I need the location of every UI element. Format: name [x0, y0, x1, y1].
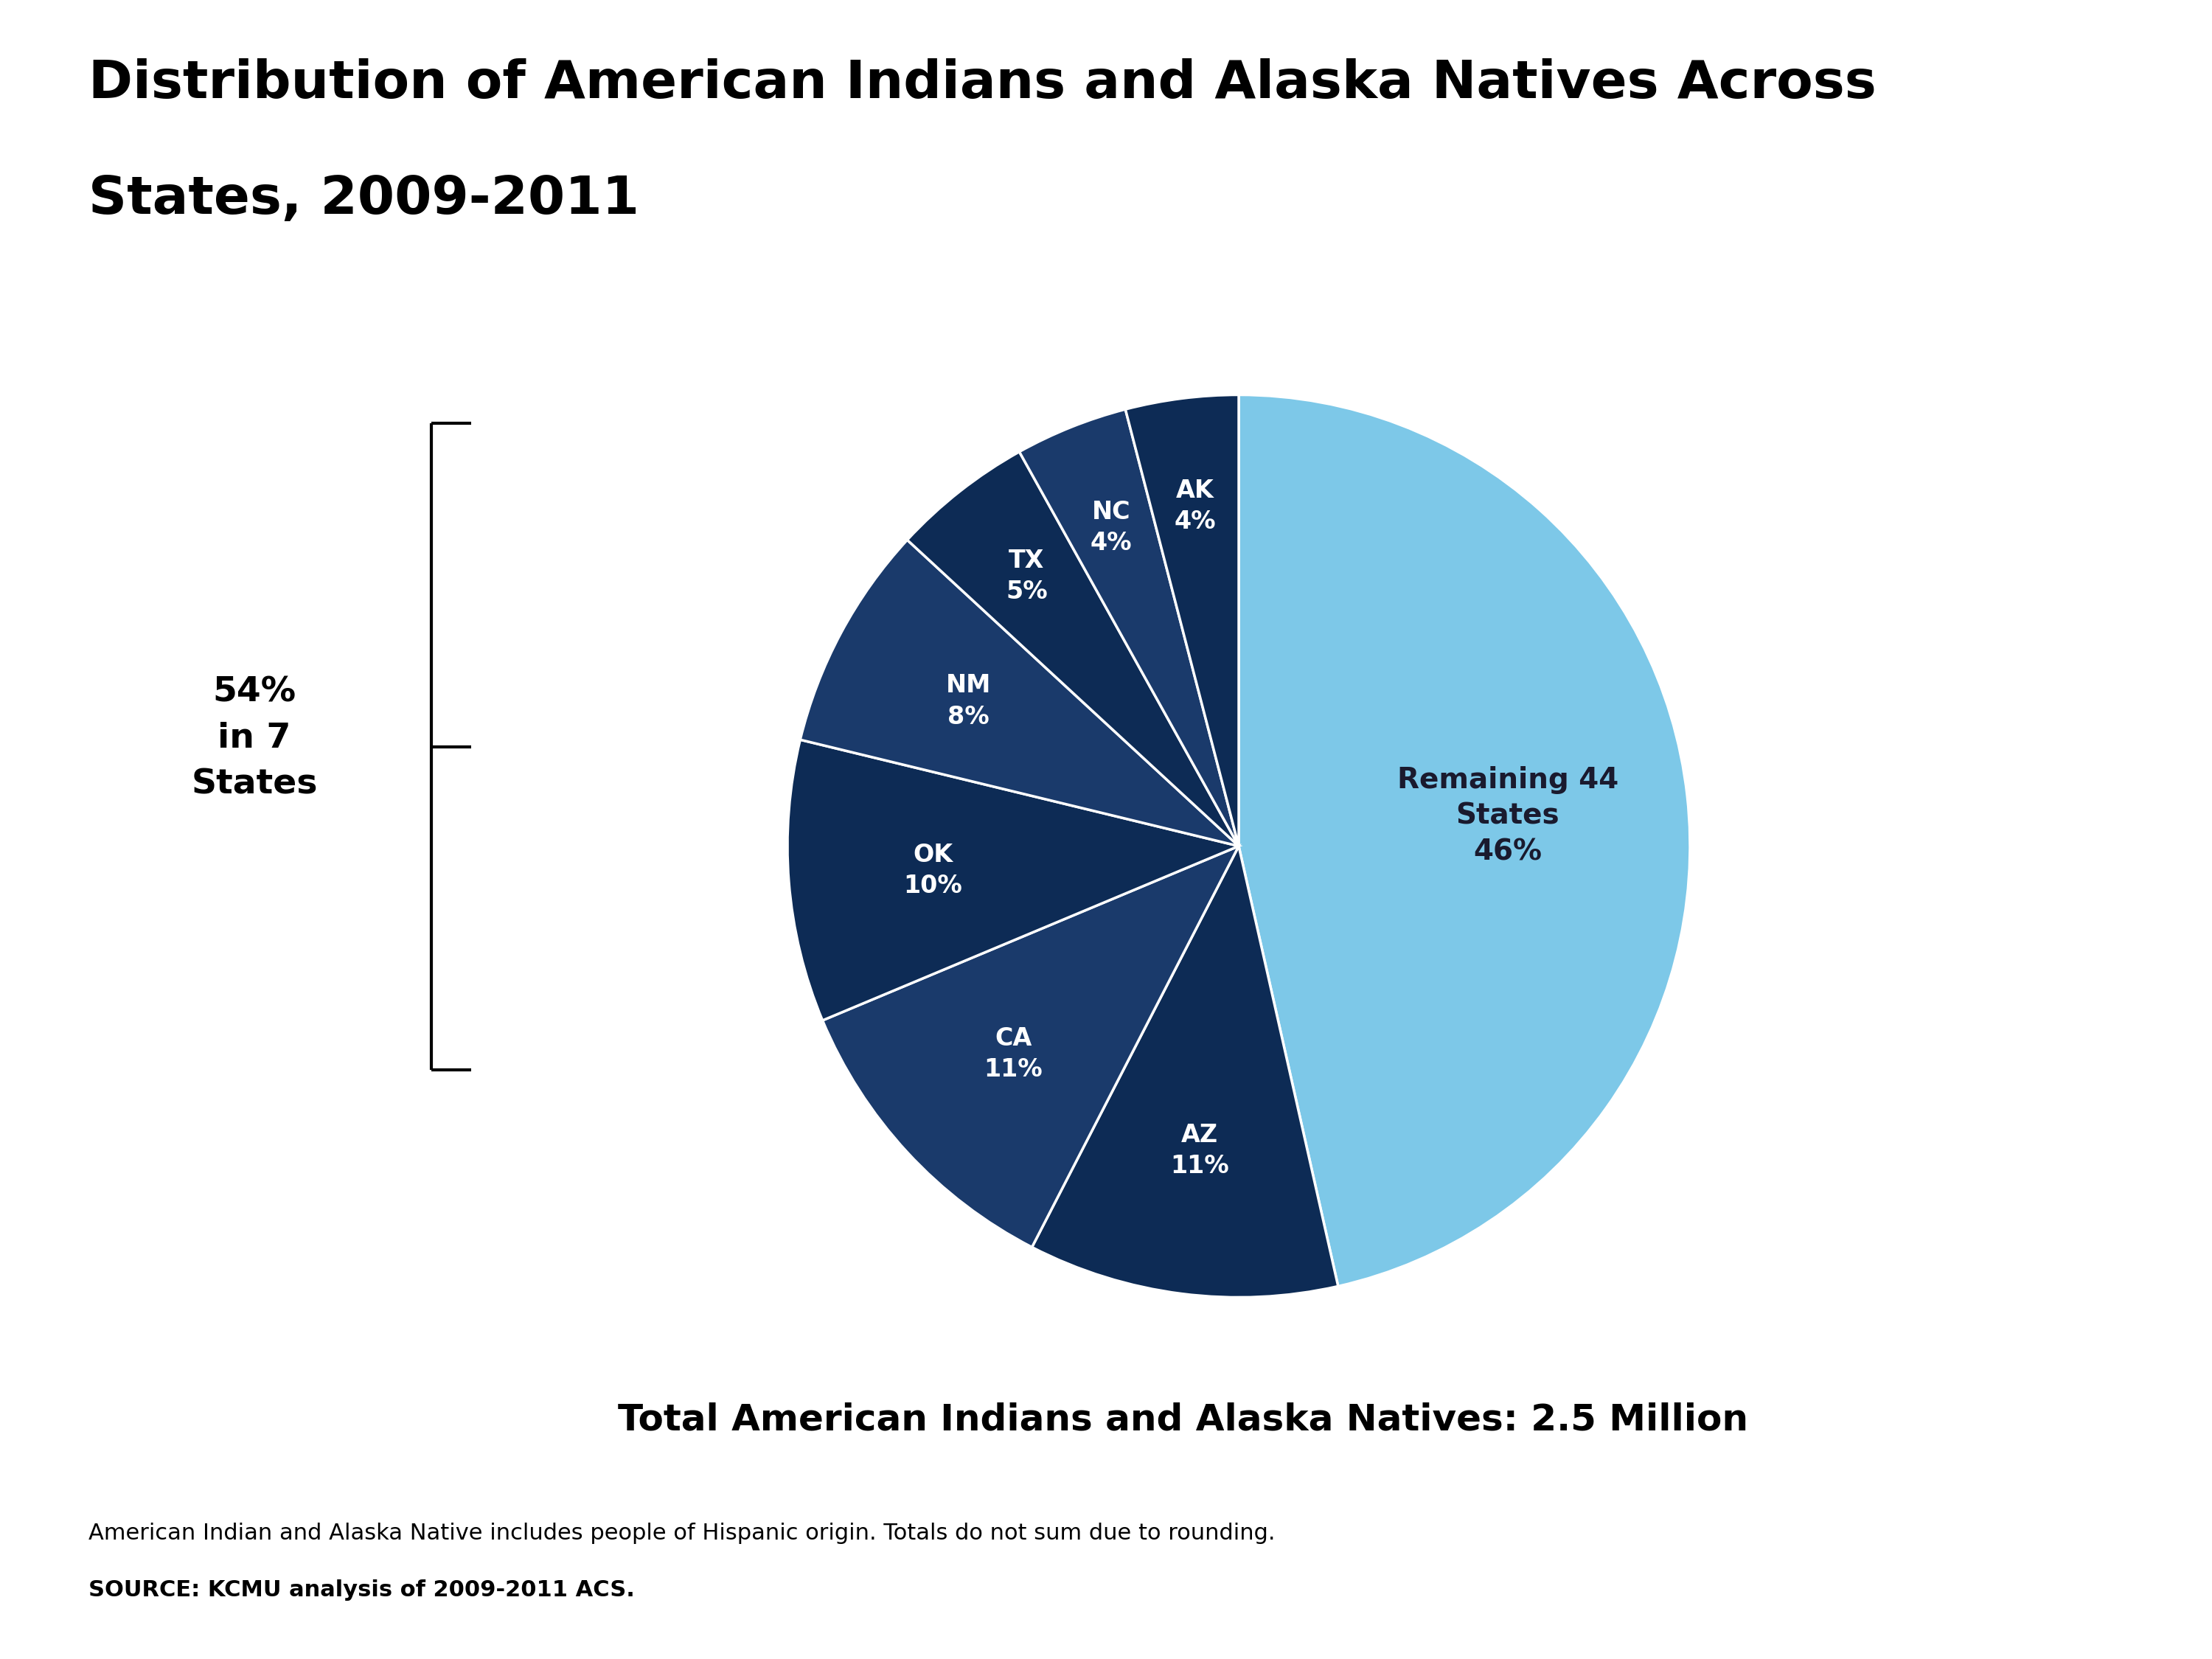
Text: SOURCE: KCMU analysis of 2009-2011 ACS.: SOURCE: KCMU analysis of 2009-2011 ACS.: [88, 1579, 635, 1601]
Text: OK
10%: OK 10%: [902, 843, 962, 898]
Wedge shape: [1020, 410, 1239, 846]
Wedge shape: [801, 539, 1239, 846]
Text: AK
4%: AK 4%: [1175, 478, 1217, 534]
Text: 54%
in 7
States: 54% in 7 States: [190, 675, 319, 801]
Text: FOUNDATION: FOUNDATION: [1969, 1614, 2046, 1626]
Wedge shape: [907, 451, 1239, 846]
Wedge shape: [1033, 846, 1338, 1297]
Wedge shape: [823, 846, 1239, 1248]
Text: TX
5%: TX 5%: [1006, 549, 1048, 604]
Text: FAMILY: FAMILY: [1984, 1586, 2031, 1599]
Text: American Indian and Alaska Native includes people of Hispanic origin. Totals do : American Indian and Alaska Native includ…: [88, 1523, 1274, 1545]
Wedge shape: [1239, 395, 1690, 1286]
Text: KAISER: KAISER: [1962, 1550, 2053, 1569]
Text: THE HENRY J.: THE HENRY J.: [1962, 1518, 2053, 1531]
Text: Total American Indians and Alaska Natives: 2.5 Million: Total American Indians and Alaska Native…: [617, 1402, 1747, 1437]
Wedge shape: [1126, 395, 1239, 846]
Text: CA
11%: CA 11%: [984, 1027, 1042, 1082]
Wedge shape: [787, 740, 1239, 1020]
Text: Distribution of American Indians and Alaska Natives Across: Distribution of American Indians and Ala…: [88, 58, 1876, 109]
Text: Remaining 44
States
46%: Remaining 44 States 46%: [1398, 766, 1619, 866]
Text: NM
8%: NM 8%: [945, 674, 991, 728]
Text: NC
4%: NC 4%: [1091, 499, 1133, 556]
Text: States, 2009-2011: States, 2009-2011: [88, 174, 639, 226]
Text: AZ
11%: AZ 11%: [1170, 1123, 1230, 1178]
